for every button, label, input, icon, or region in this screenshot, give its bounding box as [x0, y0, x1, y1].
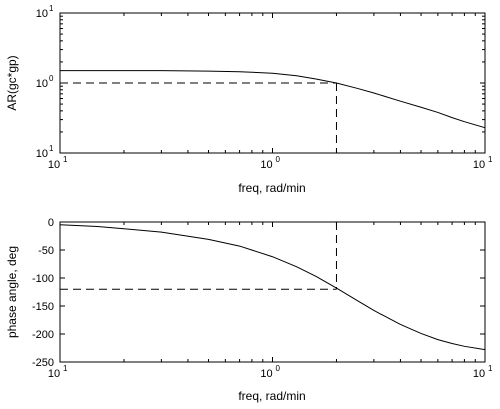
magnitude-x-tick-label: 10 — [48, 159, 60, 171]
magnitude-y-tick-exponent: 1 — [49, 144, 54, 153]
phase-y-tick-label: -200 — [32, 329, 54, 341]
magnitude-x-tick-exponent: 0 — [276, 155, 281, 164]
phase-x-tick-exponent: 0 — [276, 364, 281, 373]
magnitude-chart: 10 1 10 0 10 110 110 010 1 freq, rad/min AR(gc*g… — [5, 4, 493, 195]
phase-x-tick-label: 10 — [473, 368, 485, 380]
magnitude-x-tick-label: 10 — [473, 159, 485, 171]
phase-curve — [59, 224, 486, 351]
phase-y-tick-label: -50 — [38, 245, 54, 257]
magnitude-x-tick-exponent: 1 — [488, 155, 493, 164]
phase-x-tick-exponent: 1 — [488, 364, 493, 373]
magnitude-y-tick-label: 10 — [36, 8, 48, 20]
phase-x-tick-exponent: 1 — [63, 364, 68, 373]
magnitude-y-tick-label: 10 — [36, 148, 48, 160]
magnitude-y-axis-label: AR(gc*gp) — [5, 55, 19, 110]
phase-y-axis-label: phase angle, deg — [5, 246, 19, 338]
phase-x-tick-label: 10 — [48, 368, 60, 380]
phase-plot-area — [59, 221, 486, 363]
magnitude-x-tick-exponent: 1 — [63, 155, 68, 164]
phase-y-tick-label: 0 — [48, 217, 54, 229]
phase-chart: 10 1 10 0 10 10-50-100-150-200-250 freq, rad/… — [5, 217, 493, 403]
magnitude-reference-lines — [60, 82, 337, 153]
magnitude-y-tick-label: 10 — [36, 78, 48, 90]
magnitude-y-tick-exponent: 0 — [49, 74, 54, 83]
magnitude-ticks: 10 1 10 0 10 110 110 010 1 — [36, 4, 493, 171]
magnitude-y-tick-exponent: 1 — [49, 4, 54, 13]
magnitude-curve — [60, 70, 486, 129]
phase-x-tick-label: 10 — [260, 368, 272, 380]
phase-y-tick-label: -100 — [32, 273, 54, 285]
phase-ticks: 10 1 10 0 10 10-50-100-150-200-250 — [32, 217, 493, 380]
magnitude-x-axis-label: freq, rad/min — [238, 181, 305, 195]
phase-reference-lines — [60, 222, 337, 290]
magnitude-x-tick-label: 10 — [260, 159, 272, 171]
phase-x-axis-label: freq, rad/min — [238, 389, 305, 403]
phase-y-tick-label: -150 — [32, 301, 54, 313]
phase-y-tick-label: -250 — [32, 357, 54, 369]
